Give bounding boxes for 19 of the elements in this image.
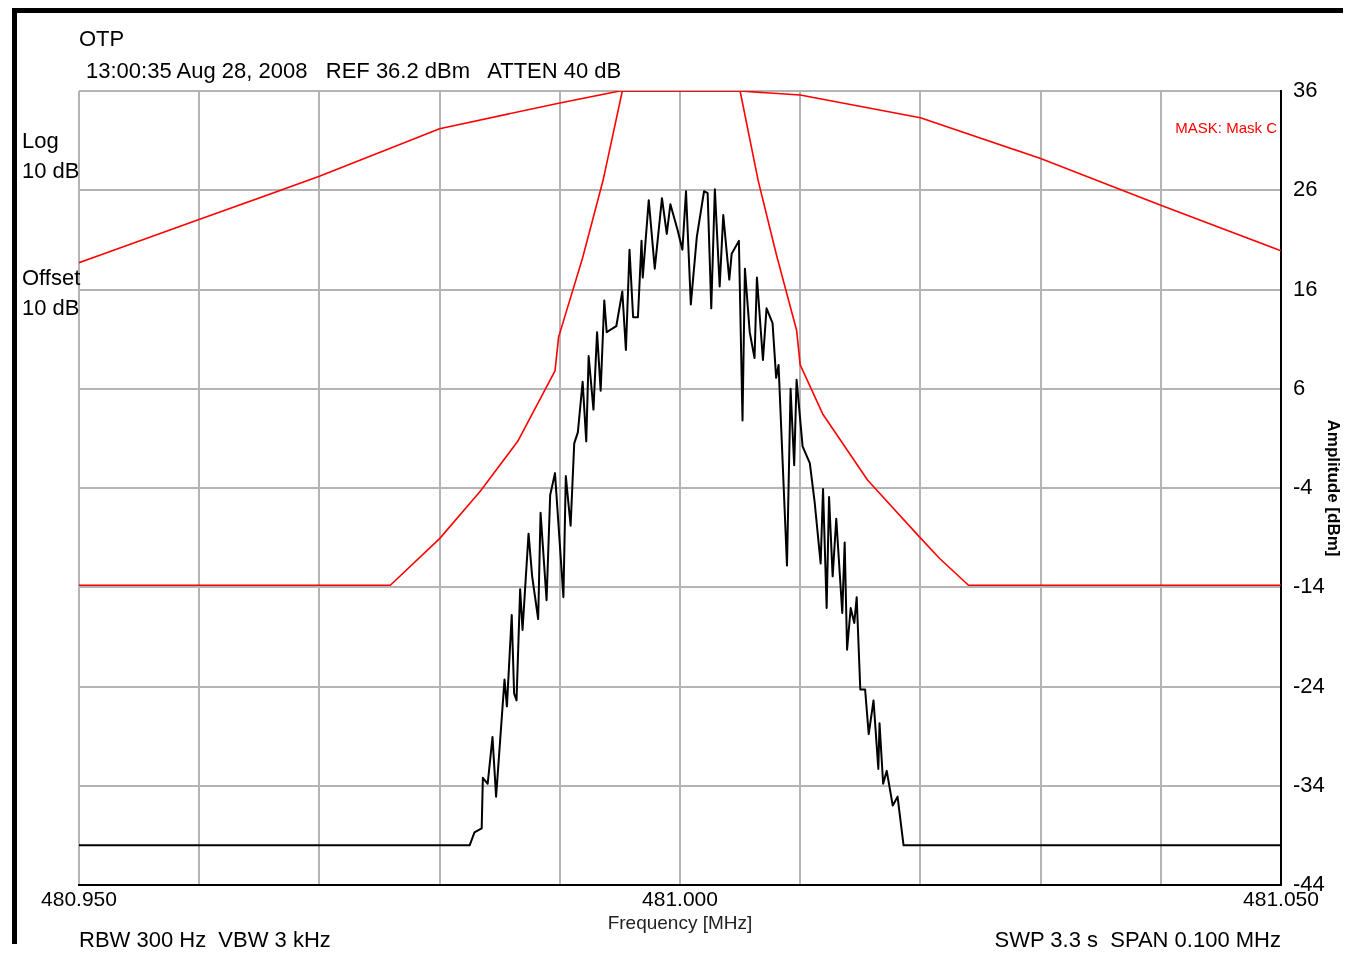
x-axis-title: Frequency [MHz]	[607, 911, 753, 933]
chart-subtitle: 13:00:35 Aug 28, 2008 REF 36.2 dBm ATTEN 40 dB	[86, 57, 622, 85]
y-tick-label: -14	[1293, 573, 1325, 599]
y-tick-label: 16	[1293, 275, 1318, 301]
y-tick-label: 6	[1293, 374, 1306, 400]
x-tick-label: 481.000	[642, 887, 718, 911]
x-tick-label: 480.950	[41, 887, 117, 911]
y-tick-label: 36	[1293, 77, 1318, 103]
y-axis-title: Amplitude [dBm]	[1324, 419, 1344, 557]
text: RBW 300 Hz VBW 3 kHz	[79, 926, 331, 954]
text: SWP 3.3 s SPAN 0.100 MHz	[994, 926, 1281, 954]
y-tick-label: -4	[1293, 474, 1313, 500]
annotation: Log 10 dB	[22, 127, 81, 185]
text: MASK: Mask C	[1175, 119, 1278, 137]
chart-title: OTP	[79, 25, 125, 53]
y-tick-label: -24	[1293, 672, 1325, 698]
y-tick-label: 26	[1293, 176, 1318, 202]
annotation: Offset 10 dB	[22, 264, 82, 322]
y-tick-label: -34	[1293, 771, 1325, 797]
